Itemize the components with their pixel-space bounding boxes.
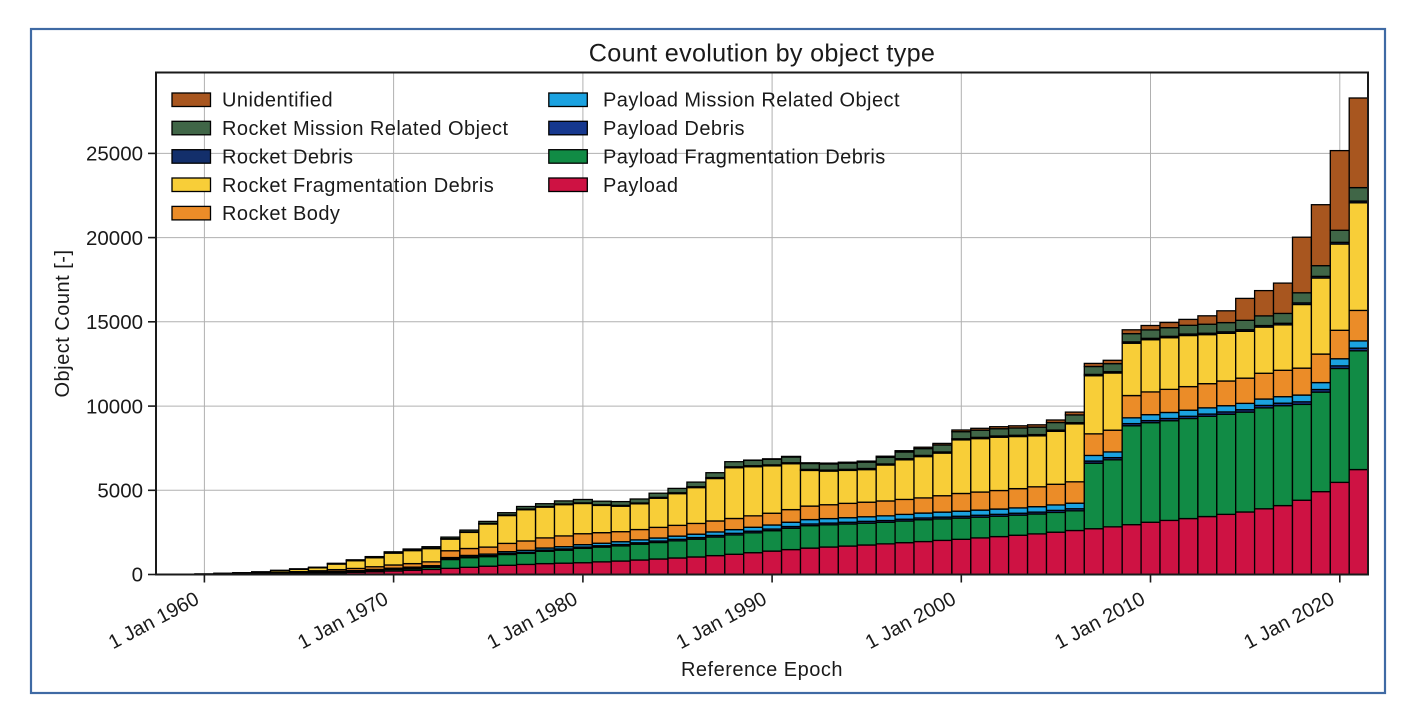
svg-text:Payload Fragmentation Debris: Payload Fragmentation Debris bbox=[603, 146, 886, 168]
svg-text:Rocket Debris: Rocket Debris bbox=[222, 146, 353, 168]
svg-text:Rocket Mission Related Object: Rocket Mission Related Object bbox=[222, 118, 509, 140]
svg-text:10000: 10000 bbox=[86, 395, 143, 418]
svg-text:15000: 15000 bbox=[86, 311, 143, 334]
svg-text:Payload: Payload bbox=[603, 175, 678, 197]
svg-text:Object Count [-]: Object Count [-] bbox=[52, 249, 74, 397]
svg-text:Rocket Body: Rocket Body bbox=[222, 203, 340, 225]
svg-text:Count evolution by object type: Count evolution by object type bbox=[589, 40, 935, 68]
svg-text:5000: 5000 bbox=[97, 480, 143, 503]
svg-text:Payload Mission Related Object: Payload Mission Related Object bbox=[603, 90, 900, 112]
svg-text:Reference Epoch: Reference Epoch bbox=[681, 659, 843, 681]
svg-text:20000: 20000 bbox=[86, 227, 143, 250]
svg-text:Unidentified: Unidentified bbox=[222, 90, 333, 112]
svg-text:Rocket Fragmentation Debris: Rocket Fragmentation Debris bbox=[222, 175, 494, 197]
svg-text:Payload Debris: Payload Debris bbox=[603, 118, 745, 140]
svg-text:0: 0 bbox=[132, 564, 143, 587]
svg-text:25000: 25000 bbox=[86, 143, 143, 166]
